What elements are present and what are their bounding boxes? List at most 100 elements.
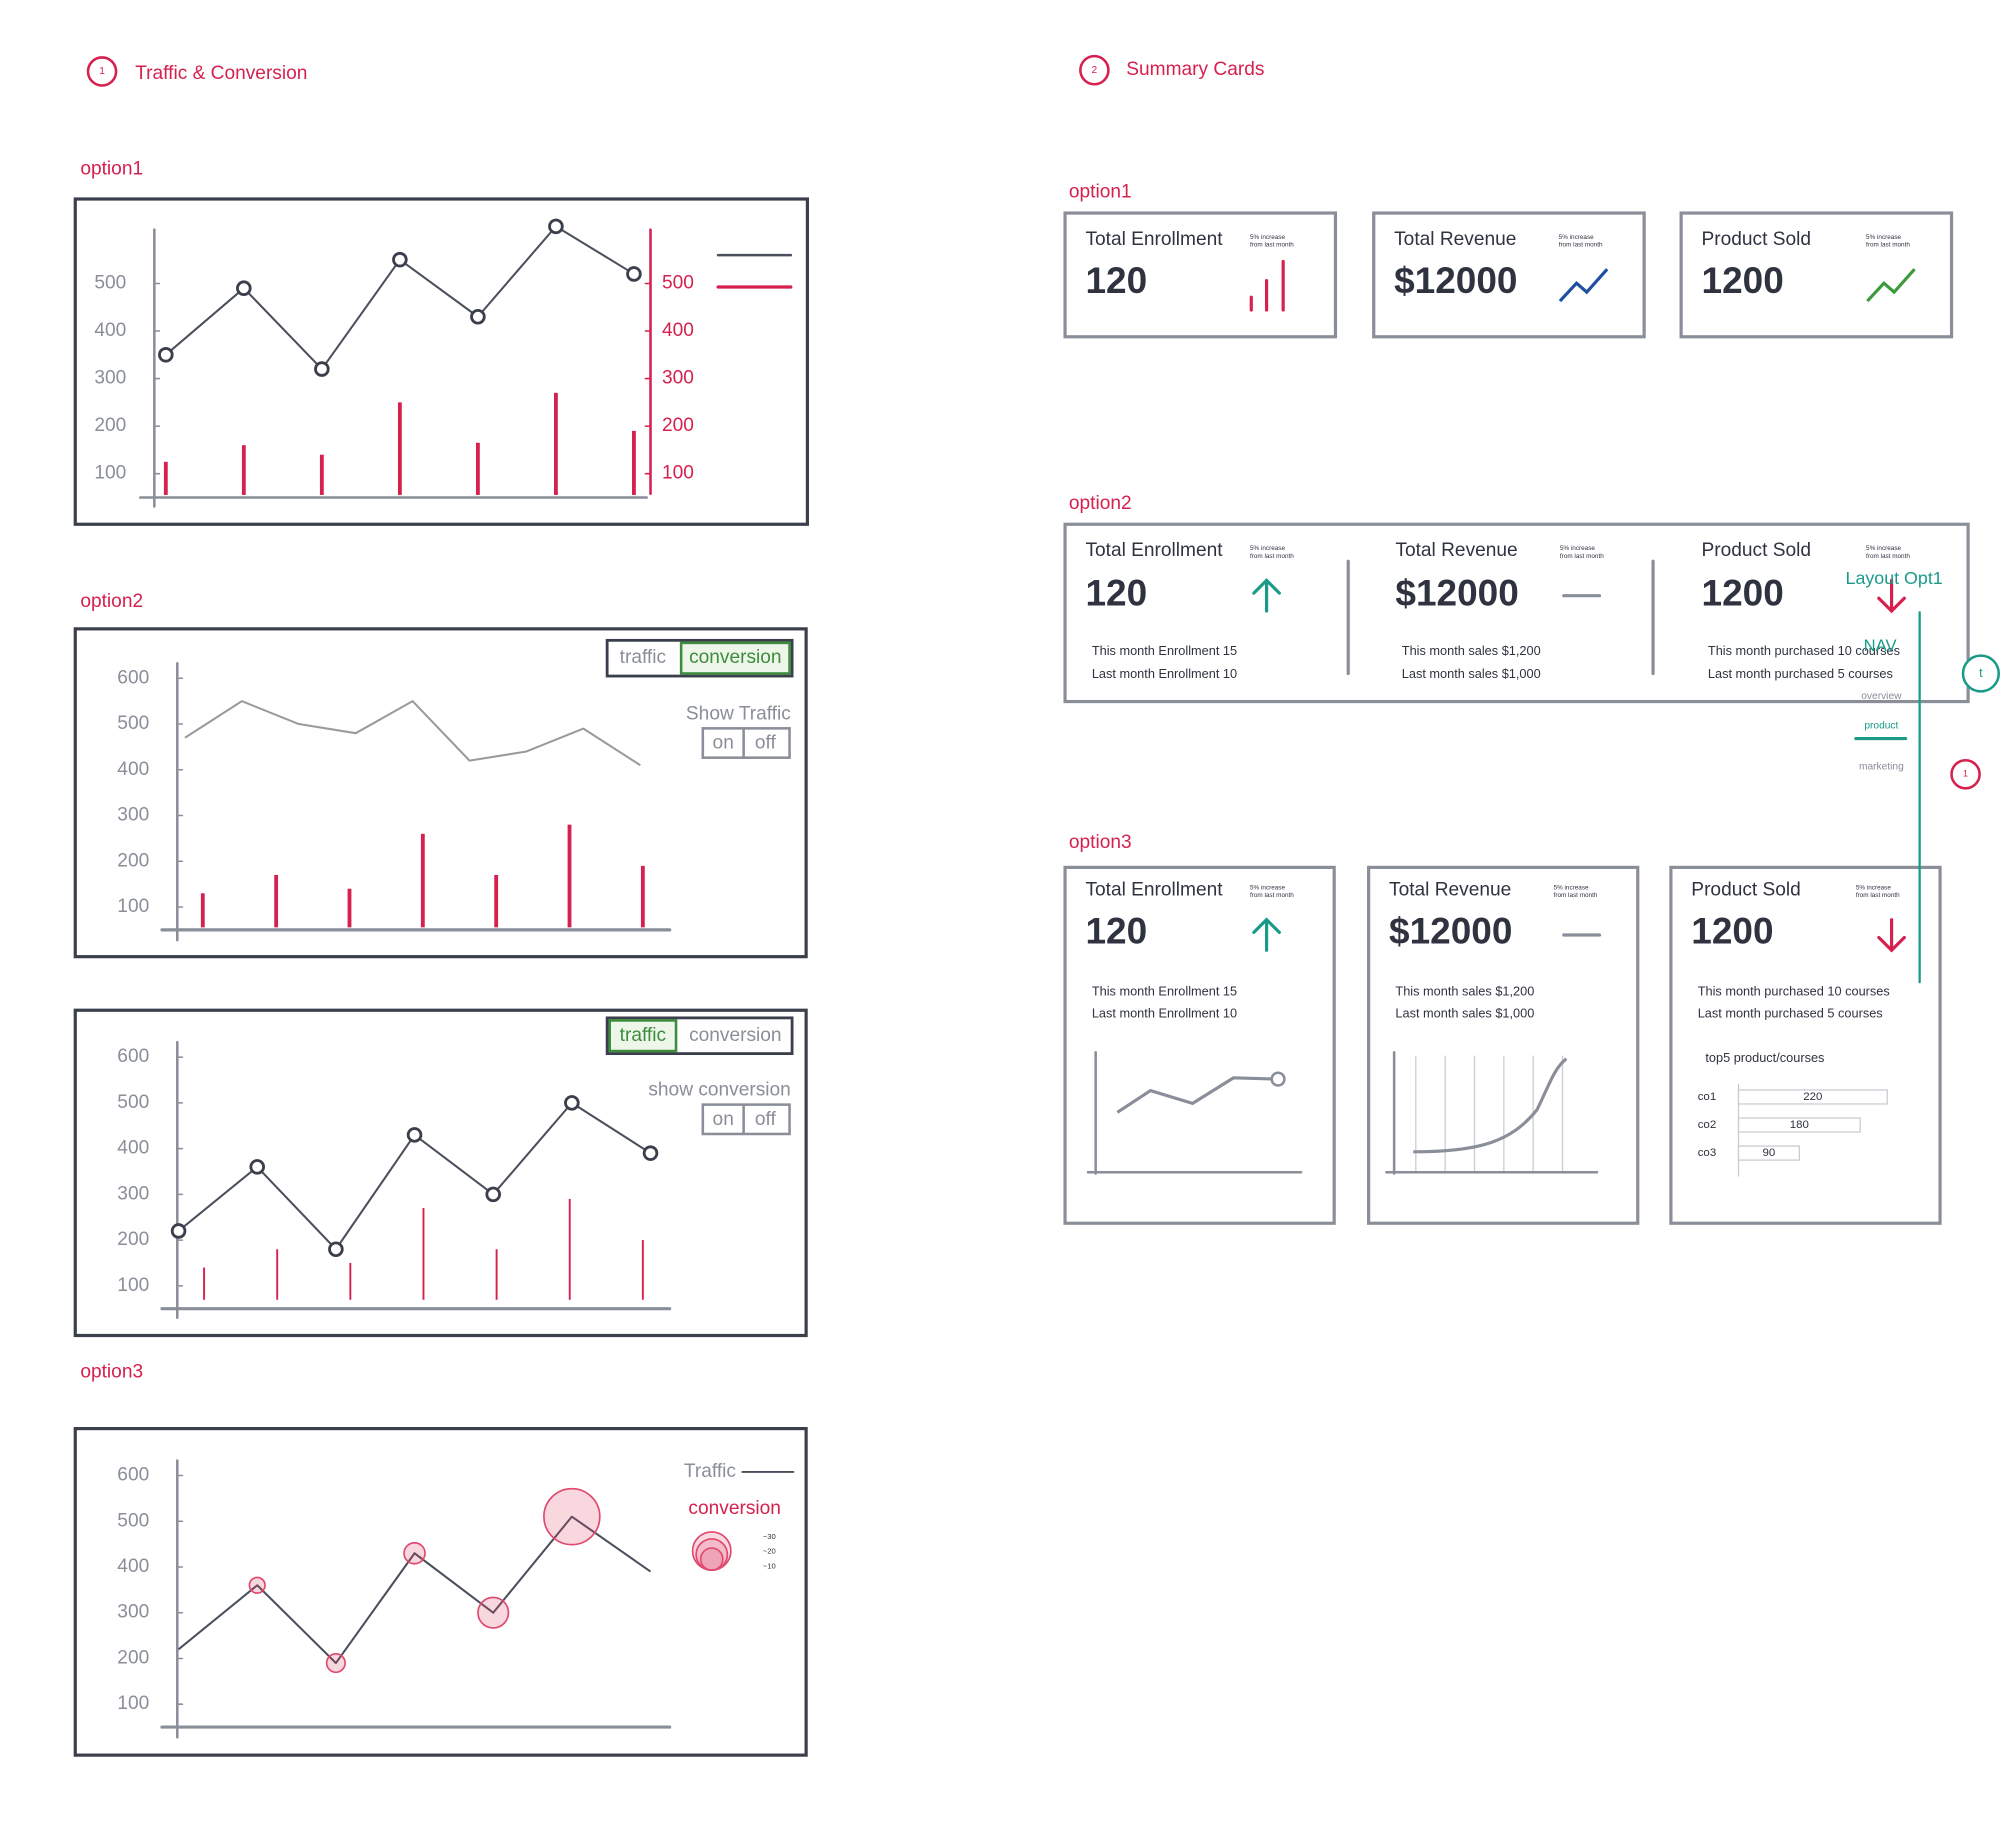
y-tick-label: 500 bbox=[94, 273, 126, 294]
line-point bbox=[249, 1159, 266, 1175]
section-badge-number: 2 bbox=[1092, 65, 1098, 76]
y-tick-label: 300 bbox=[117, 1183, 149, 1204]
switch-option[interactable]: off bbox=[755, 733, 777, 754]
conversion-bar bbox=[420, 833, 425, 928]
toggle-option[interactable] bbox=[679, 641, 791, 675]
card-detail: Last month sales $1,000 bbox=[1402, 666, 1541, 681]
line-point bbox=[158, 347, 174, 363]
conversion-bar bbox=[397, 402, 402, 495]
line-point bbox=[485, 1186, 501, 1203]
trend-up-arrow bbox=[1252, 917, 1281, 952]
card-value: 1200 bbox=[1702, 260, 1784, 301]
nav-item[interactable]: overview bbox=[1861, 691, 1902, 702]
card-detail: Last month purchased 5 courses bbox=[1708, 666, 1893, 681]
line-point bbox=[236, 280, 252, 296]
nav-item[interactable]: marketing bbox=[1859, 761, 1904, 772]
conversion-bar bbox=[568, 1198, 571, 1300]
conversion-bar bbox=[274, 874, 279, 928]
y-tick-label: 100 bbox=[662, 463, 694, 484]
trend-down-arrow bbox=[1877, 918, 1906, 953]
switch-label: show conversion bbox=[648, 1080, 790, 1101]
card-detail: Last month sales $1,000 bbox=[1395, 1005, 1534, 1020]
card-note: from last month bbox=[1250, 892, 1294, 899]
card-detail: This month Enrollment 15 bbox=[1092, 984, 1237, 999]
line-point bbox=[328, 1241, 344, 1258]
toggle-frame bbox=[605, 638, 794, 678]
chart-frame bbox=[73, 1008, 808, 1338]
toggle-option-label[interactable]: conversion bbox=[689, 647, 782, 668]
y-tick-label: 200 bbox=[662, 415, 694, 436]
switch-option[interactable]: off bbox=[755, 1109, 777, 1130]
chart-frame bbox=[73, 197, 809, 526]
toggle-option[interactable] bbox=[608, 1019, 678, 1053]
card-detail: This month purchased 10 courses bbox=[1708, 643, 1900, 658]
option-label: option1 bbox=[80, 159, 143, 180]
toggle-option-label[interactable]: conversion bbox=[689, 1025, 782, 1046]
card-value: $12000 bbox=[1395, 572, 1518, 613]
trend-up-arrow bbox=[1252, 578, 1281, 613]
conversion-bubble bbox=[403, 1541, 426, 1565]
card-title: Total Enrollment bbox=[1085, 879, 1223, 900]
card-note: 5% increase bbox=[1560, 545, 1595, 552]
y-tick-label: 100 bbox=[117, 1275, 149, 1296]
option-label: option3 bbox=[1069, 832, 1132, 853]
y-tick-label: 400 bbox=[117, 759, 149, 780]
top5-value-label: 220 bbox=[1803, 1091, 1822, 1103]
section-badge bbox=[1079, 54, 1110, 86]
top5-category: co1 bbox=[1698, 1091, 1717, 1103]
toggle-option-label[interactable]: traffic bbox=[620, 647, 667, 668]
option-label: option1 bbox=[1069, 182, 1132, 203]
line-point bbox=[564, 1095, 580, 1111]
mini-growth-curve bbox=[1413, 1057, 1568, 1154]
card-detail: This month Enrollment 15 bbox=[1092, 643, 1237, 658]
conversion-bubble bbox=[248, 1576, 266, 1594]
conversion-bubble bbox=[325, 1652, 346, 1674]
summary-card bbox=[1372, 211, 1646, 339]
summary-card bbox=[1063, 865, 1336, 1225]
toggle-frame bbox=[605, 1016, 794, 1056]
card-value: $12000 bbox=[1389, 910, 1512, 951]
card-value: 120 bbox=[1085, 572, 1147, 613]
conversion-bar bbox=[567, 824, 572, 928]
section-badge bbox=[86, 56, 118, 87]
nav-marker-label: t bbox=[1979, 665, 1983, 680]
card-title: Total Revenue bbox=[1394, 229, 1516, 250]
summary-card bbox=[1367, 865, 1640, 1225]
conversion-bar bbox=[641, 1240, 644, 1300]
nav-item[interactable]: product bbox=[1864, 720, 1898, 731]
line-point bbox=[392, 251, 408, 268]
switch-option[interactable]: on bbox=[713, 733, 734, 754]
line-point bbox=[470, 308, 486, 325]
y-tick-label: 300 bbox=[94, 368, 126, 389]
card-detail: This month sales $1,200 bbox=[1402, 643, 1541, 658]
card-note: 5% increase bbox=[1856, 884, 1891, 891]
conversion-bar bbox=[553, 392, 558, 495]
legend-size-label: ~30 bbox=[763, 1532, 776, 1541]
card-title: Product Sold bbox=[1702, 229, 1812, 250]
y-tick-label: 300 bbox=[662, 368, 694, 389]
switch-label: Show Traffic bbox=[686, 703, 791, 724]
legend-size-label: ~20 bbox=[763, 1547, 776, 1556]
section-title: Traffic & Conversion bbox=[135, 63, 307, 84]
top5-value-label: 180 bbox=[1790, 1119, 1809, 1131]
card-title: Total Revenue bbox=[1389, 879, 1511, 900]
summary-card bbox=[1063, 211, 1338, 339]
conversion-bubble bbox=[477, 1596, 510, 1629]
conversion-bar bbox=[349, 1262, 352, 1300]
chart-frame bbox=[73, 1427, 808, 1757]
y-tick-label: 100 bbox=[117, 896, 149, 917]
legend-label: Traffic bbox=[684, 1461, 737, 1482]
toggle-option-label[interactable]: traffic bbox=[620, 1025, 667, 1046]
conversion-bar bbox=[200, 893, 205, 928]
traffic-line bbox=[177, 1515, 652, 1665]
card-note: from last month bbox=[1866, 553, 1910, 560]
line-point bbox=[642, 1145, 659, 1161]
y-tick-label: 300 bbox=[117, 805, 149, 826]
nav-marker-label: 1 bbox=[1963, 769, 1968, 779]
legend-bubble bbox=[699, 1547, 724, 1572]
y-tick-label: 200 bbox=[117, 850, 149, 871]
summary-card bbox=[1669, 865, 1942, 1225]
switch-option[interactable]: on bbox=[713, 1109, 734, 1130]
conversion-bar bbox=[203, 1267, 206, 1300]
